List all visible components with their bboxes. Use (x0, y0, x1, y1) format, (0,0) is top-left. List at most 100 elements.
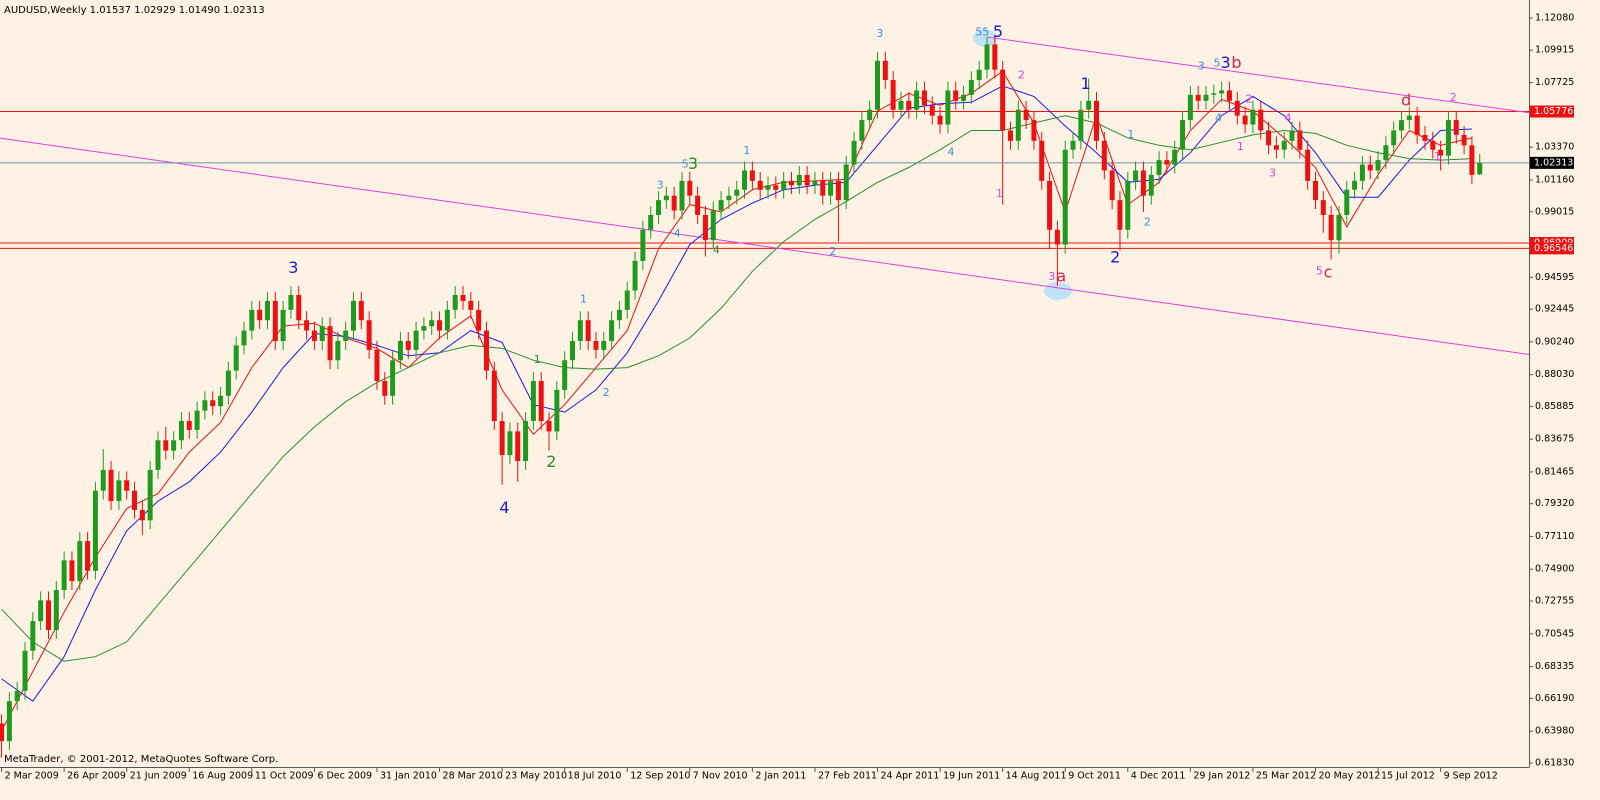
x-tick-label: 4 Dec 2011 (1131, 771, 1186, 782)
candle-body (640, 229, 646, 261)
wave-label: 2 (1144, 215, 1151, 228)
candle-body (108, 469, 114, 502)
candle-body (859, 120, 865, 141)
y-tick-label: 1.01160 (1535, 174, 1574, 185)
price-label-box (1530, 156, 1574, 169)
candle-body (280, 309, 286, 341)
y-tick-label: 0.92445 (1535, 304, 1574, 315)
candle-body (296, 295, 302, 321)
candle-body (1117, 200, 1123, 230)
candle-body (1000, 69, 1006, 131)
candle-body (483, 330, 489, 371)
candle-body (421, 326, 427, 331)
moving-average (1, 85, 1472, 702)
candle-body (499, 421, 505, 456)
y-tick-label: 0.79320 (1535, 498, 1574, 509)
x-tick-label: 9 Oct 2011 (1068, 771, 1121, 782)
candle-body (30, 621, 36, 651)
candle-body (1414, 115, 1420, 135)
candle-body (1109, 170, 1115, 201)
candle-body (546, 421, 552, 432)
candle-body (953, 90, 959, 101)
candle-body (867, 109, 873, 121)
candle-body (569, 340, 575, 361)
candle-body (757, 180, 763, 190)
candle-body (1383, 145, 1389, 161)
candle-body (734, 189, 740, 196)
candle-body (53, 590, 59, 631)
candle-body (1391, 130, 1397, 146)
wave-label: 1 (1127, 128, 1134, 141)
x-tick-label: 9 Sep 2012 (1444, 771, 1498, 782)
y-tick-label: 0.85885 (1535, 401, 1574, 412)
candle-body (1399, 120, 1405, 131)
candle-body (163, 440, 169, 451)
wave-label: b (1231, 53, 1241, 72)
candle-body (351, 300, 357, 331)
candle-body (843, 164, 849, 201)
wave-label: 4 (1285, 112, 1292, 125)
candle-body (413, 330, 419, 350)
x-tick-label: 16 Aug 2009 (192, 771, 253, 782)
candle-body (0, 723, 5, 742)
candle-body (1445, 120, 1451, 156)
candle-body (695, 195, 701, 215)
candle-body (585, 320, 591, 341)
x-tick-label: 28 Mar 2010 (443, 771, 503, 782)
candle-body (1453, 120, 1459, 135)
candle-body (671, 195, 677, 211)
candle-body (554, 389, 560, 432)
level-label: 1.05776 (1534, 106, 1573, 117)
candle-body (1015, 109, 1021, 141)
wave-label: 1 (1237, 140, 1244, 153)
candle-body (272, 300, 278, 341)
candle-body (225, 370, 231, 396)
candle-body (1352, 180, 1358, 190)
candle-body (507, 431, 513, 456)
moving-average (1, 115, 1472, 662)
candle-body (515, 431, 521, 462)
wave-label: 3 (288, 258, 298, 277)
candle-body (116, 480, 122, 502)
wave-label: 5 (1316, 264, 1323, 277)
candle-body (710, 210, 716, 241)
candle-body (538, 380, 544, 422)
wave-label: 2 (829, 245, 836, 258)
wave-label: 3 (1220, 53, 1230, 72)
candle-body (85, 541, 91, 571)
wave-label: 1 (534, 353, 541, 366)
y-tick-label: 1.03370 (1535, 142, 1574, 153)
candle-body (444, 309, 450, 331)
y-tick-label: 0.81465 (1535, 466, 1574, 477)
y-tick-label: 0.90240 (1535, 336, 1574, 347)
x-tick-label: 24 Apr 2011 (881, 771, 940, 782)
candle-body (1477, 162, 1483, 175)
candle-body (14, 690, 20, 702)
wave-label: 5 (682, 158, 689, 171)
wave-label: 2 (1450, 91, 1457, 104)
x-tick-label: 21 Jun 2009 (130, 771, 187, 782)
x-tick-label: 23 May 2010 (505, 771, 567, 782)
x-tick-label: 18 Jul 2010 (568, 771, 622, 782)
candle-body (648, 214, 654, 230)
y-tick-label: 1.09915 (1535, 45, 1574, 56)
candle-body (1359, 164, 1365, 181)
candle-body (702, 214, 708, 241)
candle-body (45, 600, 51, 631)
wave-label: 3 (1198, 60, 1205, 73)
candle-body (937, 115, 943, 125)
candle-body (1438, 149, 1444, 156)
candle-body (781, 180, 787, 190)
candle-body (1297, 130, 1303, 150)
candle-body (1320, 200, 1326, 215)
y-tick-label: 1.07725 (1535, 77, 1574, 88)
y-tick-label: 0.61830 (1535, 757, 1574, 768)
candle-body (319, 326, 325, 341)
candle-body (906, 100, 912, 110)
candle-body (249, 309, 255, 331)
candle-body (288, 295, 294, 310)
candle-body (264, 300, 270, 321)
candle-body (210, 400, 216, 407)
candle-body (257, 309, 263, 321)
wave-label: 1 (1434, 150, 1441, 163)
